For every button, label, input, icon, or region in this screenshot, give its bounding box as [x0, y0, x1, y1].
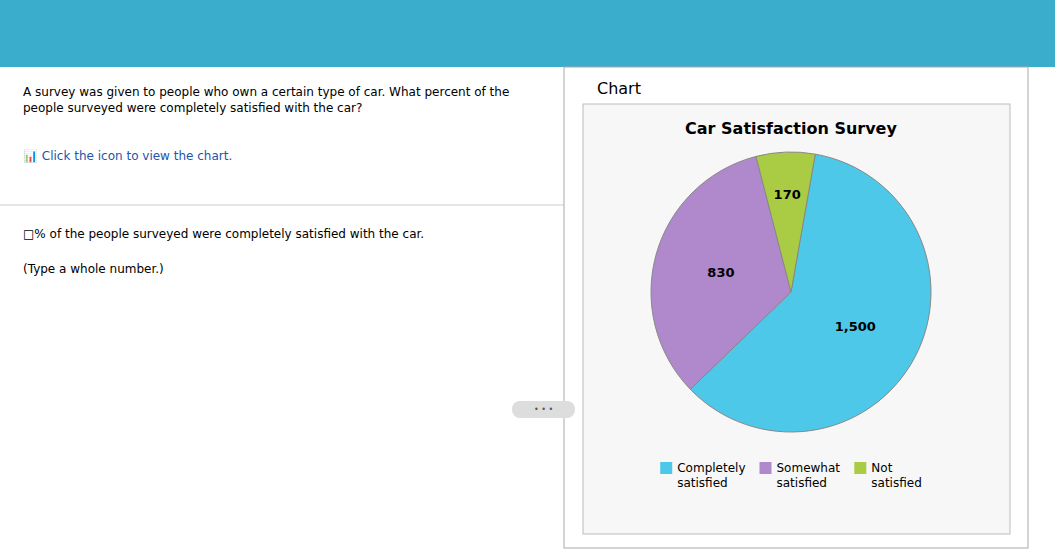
legend-item: Somewhatsatisfied [760, 461, 841, 490]
chart-box [583, 104, 1010, 534]
data-label: 170 [774, 187, 801, 202]
pie [651, 152, 931, 432]
legend-label-line: satisfied [871, 476, 921, 490]
page: Chart Car Satisfaction Survey 1,500 830 170 C… [0, 0, 1055, 559]
separator [0, 205, 581, 206]
answer-hint: (Type a whole number.) [23, 261, 164, 277]
data-label: 1,500 [835, 319, 876, 334]
legend-label-line: Not [871, 461, 892, 475]
header-bar [0, 0, 1055, 67]
legend-item: Completelysatisfied [660, 461, 745, 490]
data-labels: 1,500 830 170 [707, 187, 875, 334]
legend-swatch [760, 462, 772, 474]
chart-title: Car Satisfaction Survey [685, 119, 897, 138]
legend-label-line: satisfied [677, 476, 727, 490]
legend-item: Notsatisfied [854, 461, 921, 490]
data-label: 830 [707, 265, 734, 280]
question-text: A survey was given to people who own a c… [23, 84, 543, 116]
canvas: Chart Car Satisfaction Survey 1,500 830 170 C… [0, 0, 1055, 559]
click-text: 📊 Click the icon to view the chart. [23, 148, 232, 164]
legend: CompletelysatisfiedSomewhatsatisfiedNots… [660, 461, 922, 490]
answer-text: □% of the people surveyed were completel… [23, 226, 553, 242]
panel-label: Chart [597, 79, 641, 98]
slices [651, 152, 931, 432]
legend-label: Notsatisfied [871, 461, 921, 490]
more-button[interactable]: • • • [512, 401, 575, 418]
legend-label: Completelysatisfied [677, 461, 745, 490]
chart-panel [564, 67, 1028, 548]
legend-swatch [660, 462, 672, 474]
legend-label-line: Completely [677, 461, 745, 475]
legend-swatch [854, 462, 866, 474]
legend-label: Somewhatsatisfied [777, 461, 841, 490]
legend-label-line: Somewhat [777, 461, 841, 475]
legend-label-line: satisfied [777, 476, 827, 490]
pie-slice [756, 152, 815, 292]
